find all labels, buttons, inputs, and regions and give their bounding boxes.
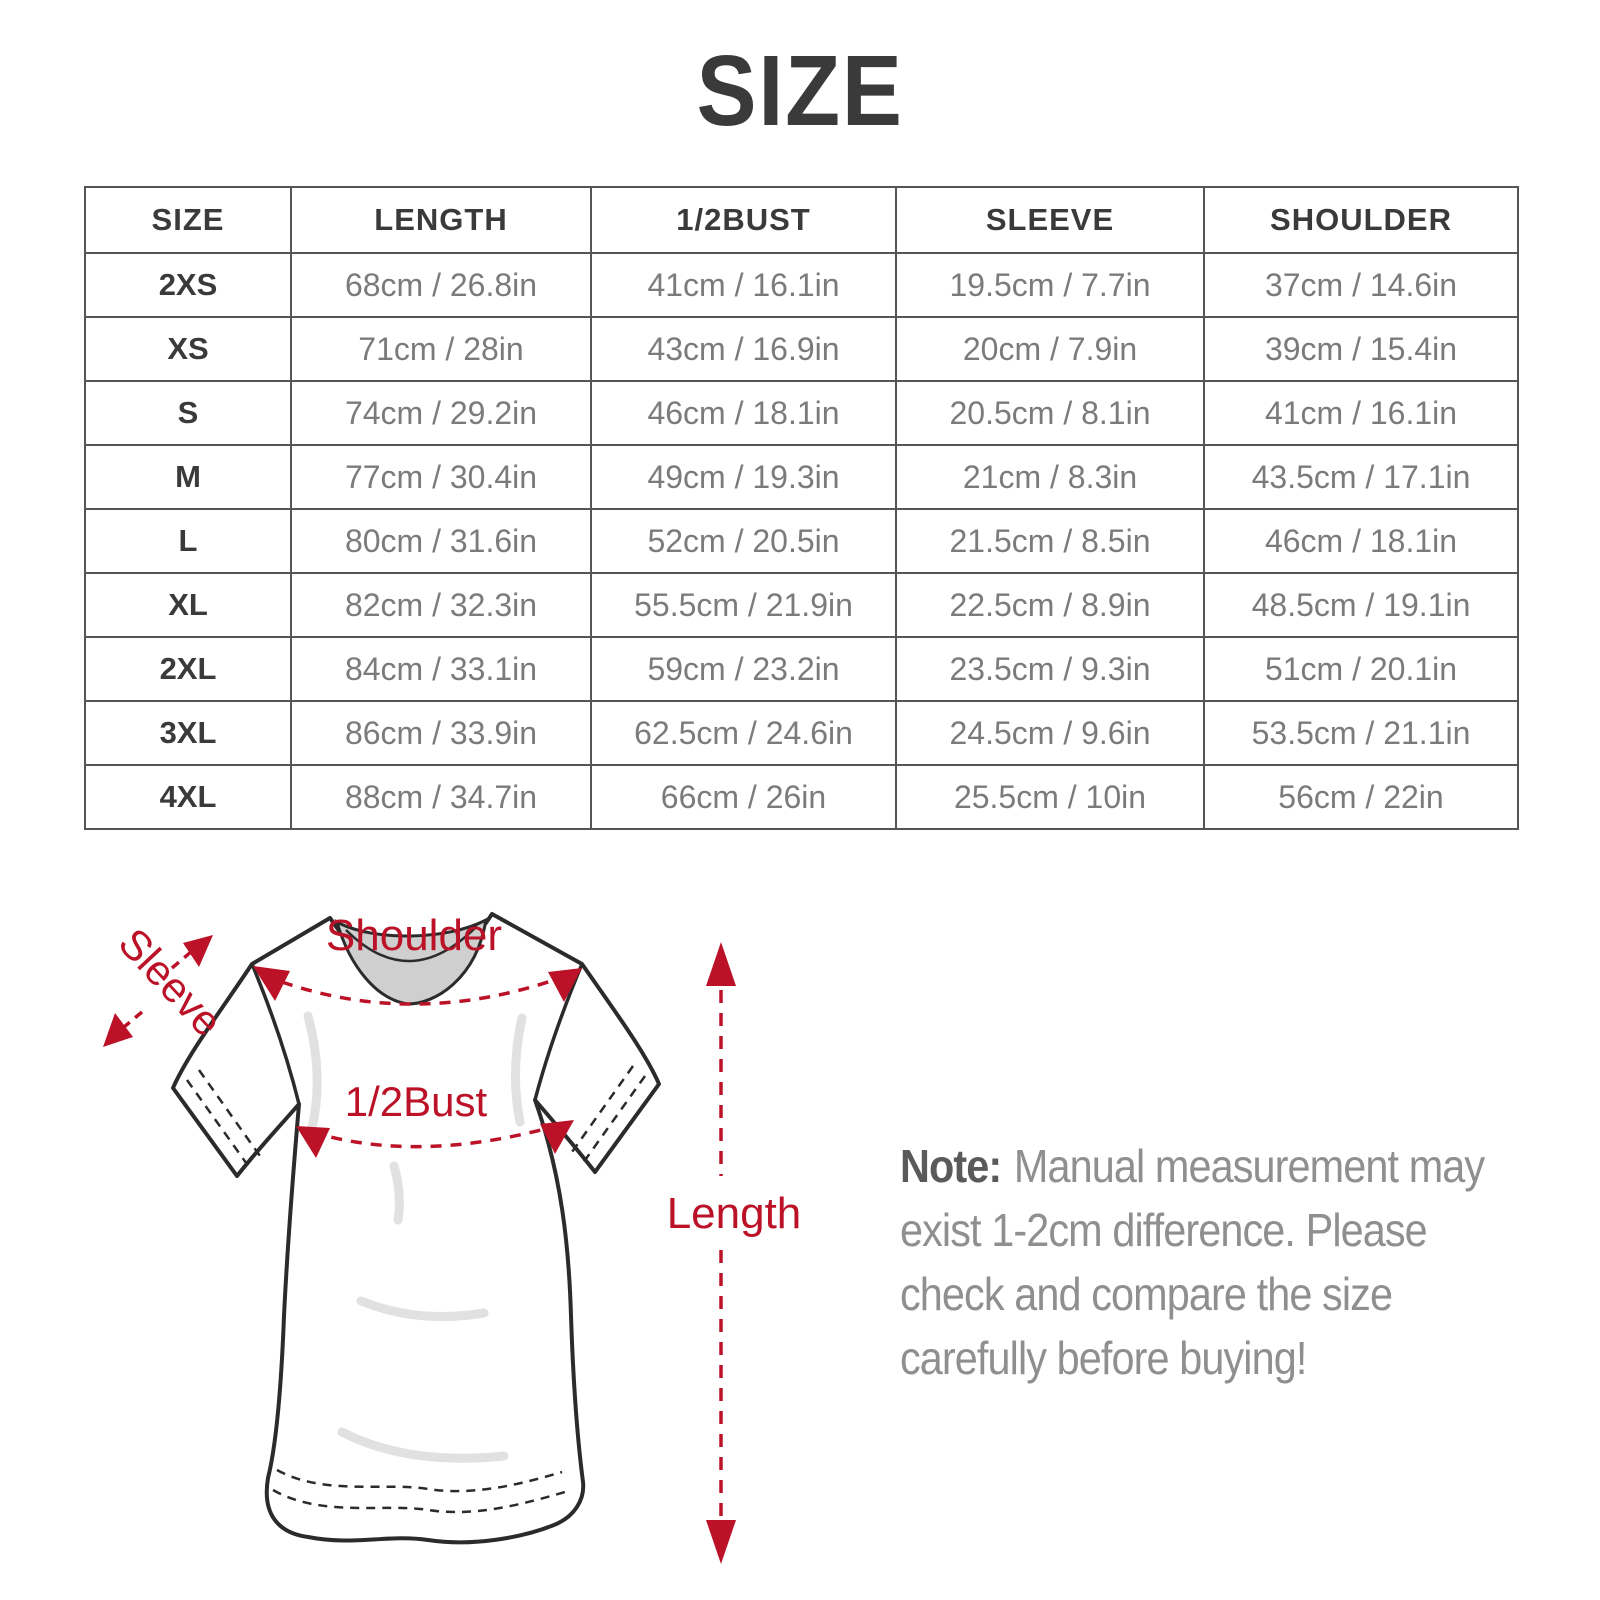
length-measure-label: Length (667, 1189, 802, 1238)
shoulder-cell: 41cm / 16.1in (1203, 380, 1519, 446)
table-row: XL 82cm / 32.3in 55.5cm / 21.9in 22.5cm … (84, 572, 1519, 638)
size-cell: XS (84, 316, 292, 382)
bust-measure-label: 1/2Bust (345, 1078, 488, 1125)
length-arrow-down-icon (706, 1520, 736, 1564)
bust-measure-line (311, 1124, 557, 1149)
column-header-length: LENGTH (290, 186, 592, 254)
shoulder-cell: 48.5cm / 19.1in (1203, 572, 1519, 638)
bust-measure: 1/2Bust (296, 1078, 574, 1158)
sleeve-cell: 25.5cm / 10in (895, 764, 1205, 830)
bust-cell: 49cm / 19.3in (590, 444, 897, 510)
table-row: S 74cm / 29.2in 46cm / 18.1in 20.5cm / 8… (84, 380, 1519, 446)
length-cell: 88cm / 34.7in (290, 764, 592, 830)
column-header-bust: 1/2BUST (590, 186, 897, 254)
note-line-text: Manual measurement may (1013, 1140, 1485, 1192)
collar-rib-line (345, 925, 478, 963)
note-text: Note: Manual measurement may exist 1-2cm … (900, 1134, 1485, 1390)
size-cell: 2XS (84, 252, 292, 318)
shoulder-cell: 53.5cm / 21.1in (1203, 700, 1519, 766)
bust-cell: 66cm / 26in (590, 764, 897, 830)
size-cell: 3XL (84, 700, 292, 766)
sleeve-measure: Sleeve (103, 919, 232, 1047)
size-cell: S (84, 380, 292, 446)
bust-cell: 43cm / 16.9in (590, 316, 897, 382)
bust-arrow-right-icon (540, 1120, 574, 1154)
shoulder-cell: 43.5cm / 17.1in (1203, 444, 1519, 510)
table-row: 2XS 68cm / 26.8in 41cm / 16.1in 19.5cm /… (84, 252, 1519, 318)
size-cell: L (84, 508, 292, 574)
size-cell: XL (84, 572, 292, 638)
column-header-sleeve: SLEEVE (895, 186, 1205, 254)
sleeve-cell: 22.5cm / 8.9in (895, 572, 1205, 638)
size-cell: 2XL (84, 636, 292, 702)
bust-cell: 55.5cm / 21.9in (590, 572, 897, 638)
table-row: 2XL 84cm / 33.1in 59cm / 23.2in 23.5cm /… (84, 636, 1519, 702)
shoulder-cell: 46cm / 18.1in (1203, 508, 1519, 574)
length-cell: 80cm / 31.6in (290, 508, 592, 574)
table-row: XS 71cm / 28in 43cm / 16.9in 20cm / 7.9i… (84, 316, 1519, 382)
column-header-size: SIZE (84, 186, 292, 254)
size-cell: 4XL (84, 764, 292, 830)
length-cell: 86cm / 33.9in (290, 700, 592, 766)
sleeve-cell: 20.5cm / 8.1in (895, 380, 1205, 446)
shoulder-measure: Shoulder (253, 911, 582, 1006)
sleeve-arrow-down-icon (103, 1013, 133, 1047)
length-measure: Length (667, 942, 802, 1564)
table-row: L 80cm / 31.6in 52cm / 20.5in 21.5cm / 8… (84, 508, 1519, 574)
sleeve-arrow-up-icon (183, 935, 213, 967)
length-cell: 74cm / 29.2in (290, 380, 592, 446)
shoulder-cell: 37cm / 14.6in (1203, 252, 1519, 318)
sleeve-measure-label: Sleeve (110, 919, 232, 1045)
sleeve-arrow-up-line (170, 944, 200, 970)
size-cell: M (84, 444, 292, 510)
column-header-shoulder: SHOULDER (1203, 186, 1519, 254)
shoulder-measure-label: Shoulder (326, 911, 502, 960)
note-line: carefully before buying! (900, 1332, 1307, 1384)
page-title: SIZE (0, 40, 1600, 142)
length-cell: 77cm / 30.4in (290, 444, 592, 510)
sleeve-arrow-down-line (116, 1010, 144, 1034)
length-cell: 84cm / 33.1in (290, 636, 592, 702)
shoulder-cell: 51cm / 20.1in (1203, 636, 1519, 702)
sleeve-cell: 19.5cm / 7.7in (895, 252, 1205, 318)
bust-cell: 46cm / 18.1in (590, 380, 897, 446)
note-line: Note: Manual measurement may (900, 1134, 1485, 1198)
bust-arrow-left-icon (296, 1126, 330, 1158)
bust-cell: 41cm / 16.1in (590, 252, 897, 318)
bust-cell: 52cm / 20.5in (590, 508, 897, 574)
page-title-text: SIZE (696, 35, 904, 147)
shoulder-measure-line (281, 976, 561, 1006)
shoulder-arrow-left-icon (253, 966, 290, 1001)
shoulder-cell: 39cm / 15.4in (1203, 316, 1519, 382)
table-row: 3XL 86cm / 33.9in 62.5cm / 24.6in 24.5cm… (84, 700, 1519, 766)
note-line: check and compare the size (900, 1268, 1393, 1320)
table-header-row: SIZE LENGTH 1/2BUST SLEEVE SHOULDER (84, 186, 1519, 254)
shoulder-cell: 56cm / 22in (1203, 764, 1519, 830)
bust-cell: 62.5cm / 24.6in (590, 700, 897, 766)
tshirt-outline (171, 912, 661, 1545)
length-cell: 71cm / 28in (290, 316, 592, 382)
table-row: M 77cm / 30.4in 49cm / 19.3in 21cm / 8.3… (84, 444, 1519, 510)
sleeve-cell: 21cm / 8.3in (895, 444, 1205, 510)
note-line: exist 1-2cm difference. Please (900, 1204, 1428, 1256)
note-prefix: Note: (900, 1140, 1002, 1192)
length-arrow-up-icon (706, 942, 736, 986)
tshirt-measurement-diagram: Shoulder Sleeve 1/2Bust Length (103, 911, 802, 1564)
sleeve-cell: 24.5cm / 9.6in (895, 700, 1205, 766)
length-cell: 68cm / 26.8in (290, 252, 592, 318)
table-row: 4XL 88cm / 34.7in 66cm / 26in 25.5cm / 1… (84, 764, 1519, 830)
sleeve-cell: 23.5cm / 9.3in (895, 636, 1205, 702)
sleeve-cell: 21.5cm / 8.5in (895, 508, 1205, 574)
bust-cell: 59cm / 23.2in (590, 636, 897, 702)
tshirt-shading (303, 1011, 527, 1463)
size-table: SIZE LENGTH 1/2BUST SLEEVE SHOULDER 2XS … (84, 186, 1519, 830)
length-cell: 82cm / 32.3in (290, 572, 592, 638)
stitch-lines (185, 1065, 647, 1514)
sleeve-cell: 20cm / 7.9in (895, 316, 1205, 382)
shoulder-arrow-right-icon (548, 968, 582, 1002)
